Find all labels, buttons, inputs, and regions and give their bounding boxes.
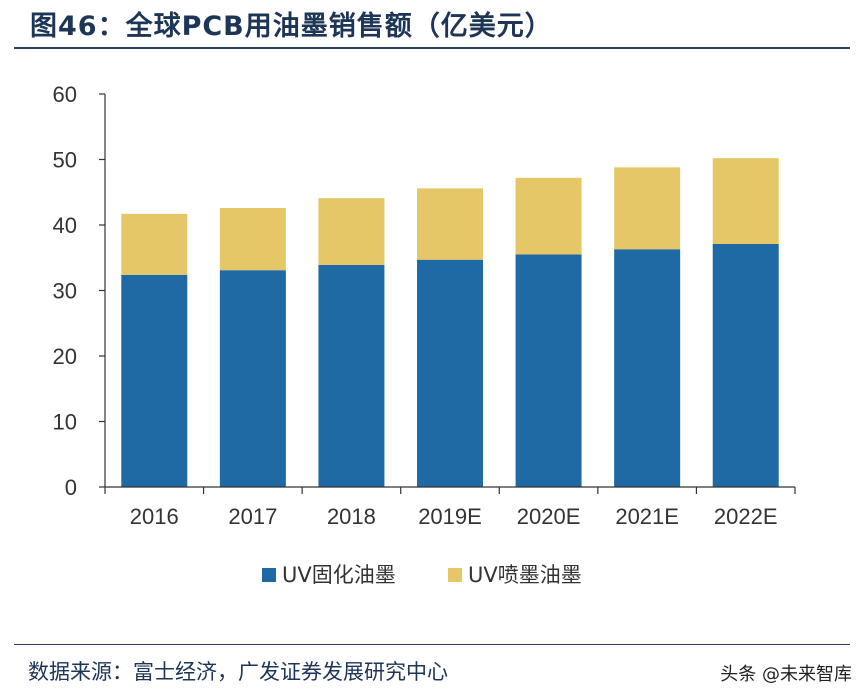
y-tick-label: 20 [53,344,77,369]
legend-swatch-uv-curing [262,568,276,582]
x-tick-label: 2019E [418,504,482,529]
y-tick-label: 10 [53,410,77,435]
x-tick-label: 2022E [714,504,778,529]
footer-divider [14,644,850,645]
bar-uv-curing-2018 [318,264,385,487]
x-tick-label: 2017 [228,504,277,529]
x-tick-label: 2016 [130,504,179,529]
y-tick-label: 0 [65,475,77,500]
bar-uv-inkjet-2020E [515,177,582,255]
x-tick-label: 2021E [615,504,679,529]
legend-label-uv-inkjet: UV喷墨油墨 [468,563,582,587]
bar-uv-inkjet-2021E [614,167,681,250]
bar-uv-inkjet-2018 [318,198,385,265]
bar-uv-curing-2021E [614,249,681,487]
source-note: 数据来源：富士经济，广发证券发展研究中心 [28,660,448,684]
bar-uv-inkjet-2019E [417,188,483,260]
bar-uv-inkjet-2022E [712,158,779,244]
bar-uv-inkjet-2017 [219,207,286,271]
bar-uv-inkjet-2016 [121,213,188,275]
stacked-bar-chart: 2016 2017 2018 2019E 2020E 2021E 2022E 0 10 20 30 4… [53,82,796,587]
y-tick-label: 30 [53,279,77,304]
chart-title: 图46：全球PCB用油墨销售额（亿美元） [30,11,553,42]
bar-uv-curing-2019E [417,259,483,487]
y-tick-label: 40 [53,213,77,238]
legend-swatch-uv-inkjet [448,568,462,582]
watermark: 头条 @未来智库 [720,664,852,685]
bar-uv-curing-2022E [712,243,779,487]
legend-label-uv-curing: UV固化油墨 [282,563,396,587]
y-tick-label: 50 [53,148,77,173]
bar-uv-curing-2017 [219,270,286,487]
x-tick-label: 2020E [517,504,581,529]
title-divider [14,47,850,49]
x-tick-label: 2018 [327,504,376,529]
bar-uv-curing-2020E [515,254,582,487]
y-tick-label: 60 [53,82,77,107]
bar-uv-curing-2016 [121,274,188,487]
